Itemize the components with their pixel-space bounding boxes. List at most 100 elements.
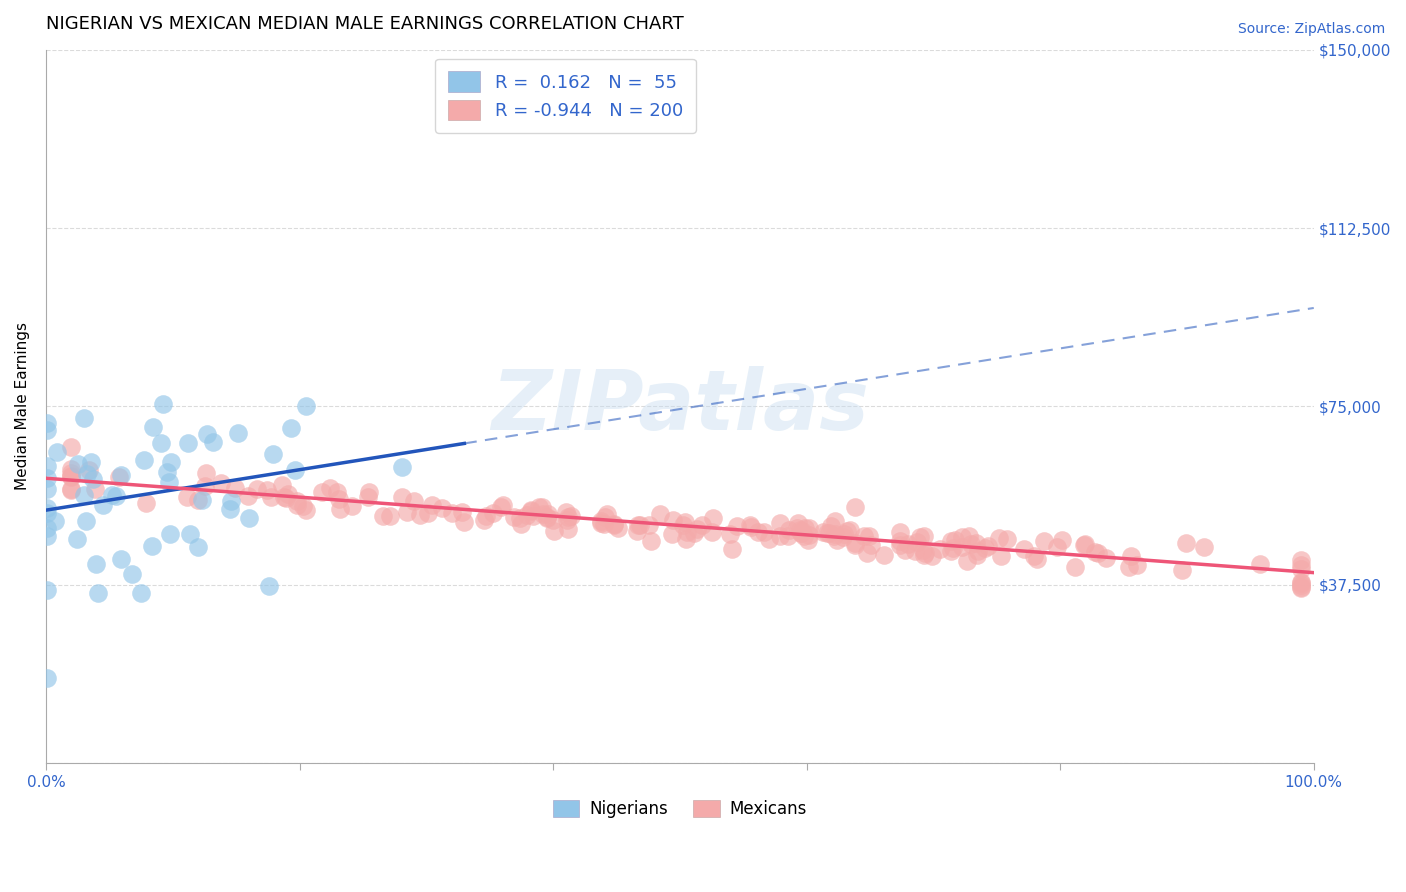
Point xyxy=(37,506,59,520)
Point xyxy=(752,524,775,539)
Point xyxy=(46,445,69,459)
Point xyxy=(328,491,350,506)
Point xyxy=(219,494,242,508)
Point xyxy=(340,499,363,513)
Point xyxy=(84,557,107,571)
Point xyxy=(904,543,927,558)
Point xyxy=(522,509,544,524)
Point xyxy=(607,521,630,535)
Point xyxy=(823,529,845,543)
Point xyxy=(673,515,696,529)
Point xyxy=(1171,563,1194,577)
Point xyxy=(682,526,704,541)
Point xyxy=(218,501,240,516)
Point xyxy=(326,485,349,500)
Point xyxy=(60,440,83,454)
Point xyxy=(37,583,59,598)
Point xyxy=(295,503,318,517)
Point xyxy=(256,483,278,497)
Text: NIGERIAN VS MEXICAN MEDIAN MALE EARNINGS CORRELATION CHART: NIGERIAN VS MEXICAN MEDIAN MALE EARNINGS… xyxy=(46,15,683,33)
Point xyxy=(950,530,973,544)
Point xyxy=(482,506,505,520)
Point xyxy=(1052,533,1074,547)
Point xyxy=(1192,541,1215,555)
Point xyxy=(509,517,531,532)
Point xyxy=(73,410,96,425)
Point xyxy=(1289,558,1312,573)
Point xyxy=(420,498,443,512)
Point xyxy=(638,517,661,532)
Point xyxy=(839,523,862,537)
Point xyxy=(238,490,260,504)
Point xyxy=(595,508,617,522)
Point xyxy=(832,527,855,541)
Point xyxy=(273,490,295,504)
Point xyxy=(859,539,882,553)
Point xyxy=(108,470,131,484)
Point xyxy=(1024,549,1046,563)
Point xyxy=(37,500,59,515)
Point xyxy=(1046,541,1069,555)
Point xyxy=(929,541,952,556)
Point xyxy=(787,516,810,530)
Point xyxy=(141,539,163,553)
Point xyxy=(287,494,309,508)
Point xyxy=(191,492,214,507)
Point xyxy=(778,529,800,543)
Point xyxy=(160,455,183,469)
Point xyxy=(811,524,834,539)
Point xyxy=(60,469,83,483)
Point xyxy=(75,515,97,529)
Point xyxy=(87,586,110,600)
Point xyxy=(91,498,114,512)
Point xyxy=(747,525,769,540)
Point xyxy=(520,502,543,516)
Point xyxy=(725,519,748,533)
Point xyxy=(769,528,792,542)
Point xyxy=(450,505,472,519)
Point xyxy=(156,465,179,479)
Point xyxy=(939,543,962,558)
Point xyxy=(921,549,943,564)
Point xyxy=(104,489,127,503)
Point xyxy=(274,491,297,505)
Point xyxy=(889,537,911,551)
Point xyxy=(284,463,307,477)
Point xyxy=(1289,577,1312,591)
Point xyxy=(80,455,103,469)
Point xyxy=(977,539,1000,553)
Point xyxy=(835,524,858,538)
Point xyxy=(520,504,543,518)
Point xyxy=(1119,549,1142,563)
Point xyxy=(395,505,418,519)
Point xyxy=(195,467,218,481)
Point xyxy=(135,496,157,510)
Point xyxy=(453,515,475,529)
Point xyxy=(557,522,579,536)
Point xyxy=(1014,542,1036,557)
Point xyxy=(202,435,225,450)
Point xyxy=(60,470,83,484)
Point xyxy=(799,528,821,542)
Point xyxy=(1083,545,1105,559)
Text: Source: ZipAtlas.com: Source: ZipAtlas.com xyxy=(1237,22,1385,37)
Point xyxy=(1087,546,1109,560)
Point xyxy=(790,526,813,541)
Point xyxy=(60,483,83,497)
Point xyxy=(441,506,464,520)
Point xyxy=(686,523,709,537)
Point xyxy=(373,509,395,524)
Point xyxy=(475,509,498,524)
Point xyxy=(391,490,413,504)
Point xyxy=(1064,560,1087,574)
Point xyxy=(1289,575,1312,590)
Point xyxy=(702,524,724,539)
Point xyxy=(246,482,269,496)
Point xyxy=(262,447,284,461)
Point xyxy=(536,507,558,521)
Point xyxy=(912,548,935,562)
Point xyxy=(889,524,911,539)
Point xyxy=(294,400,316,414)
Point xyxy=(555,505,578,519)
Point xyxy=(738,518,761,533)
